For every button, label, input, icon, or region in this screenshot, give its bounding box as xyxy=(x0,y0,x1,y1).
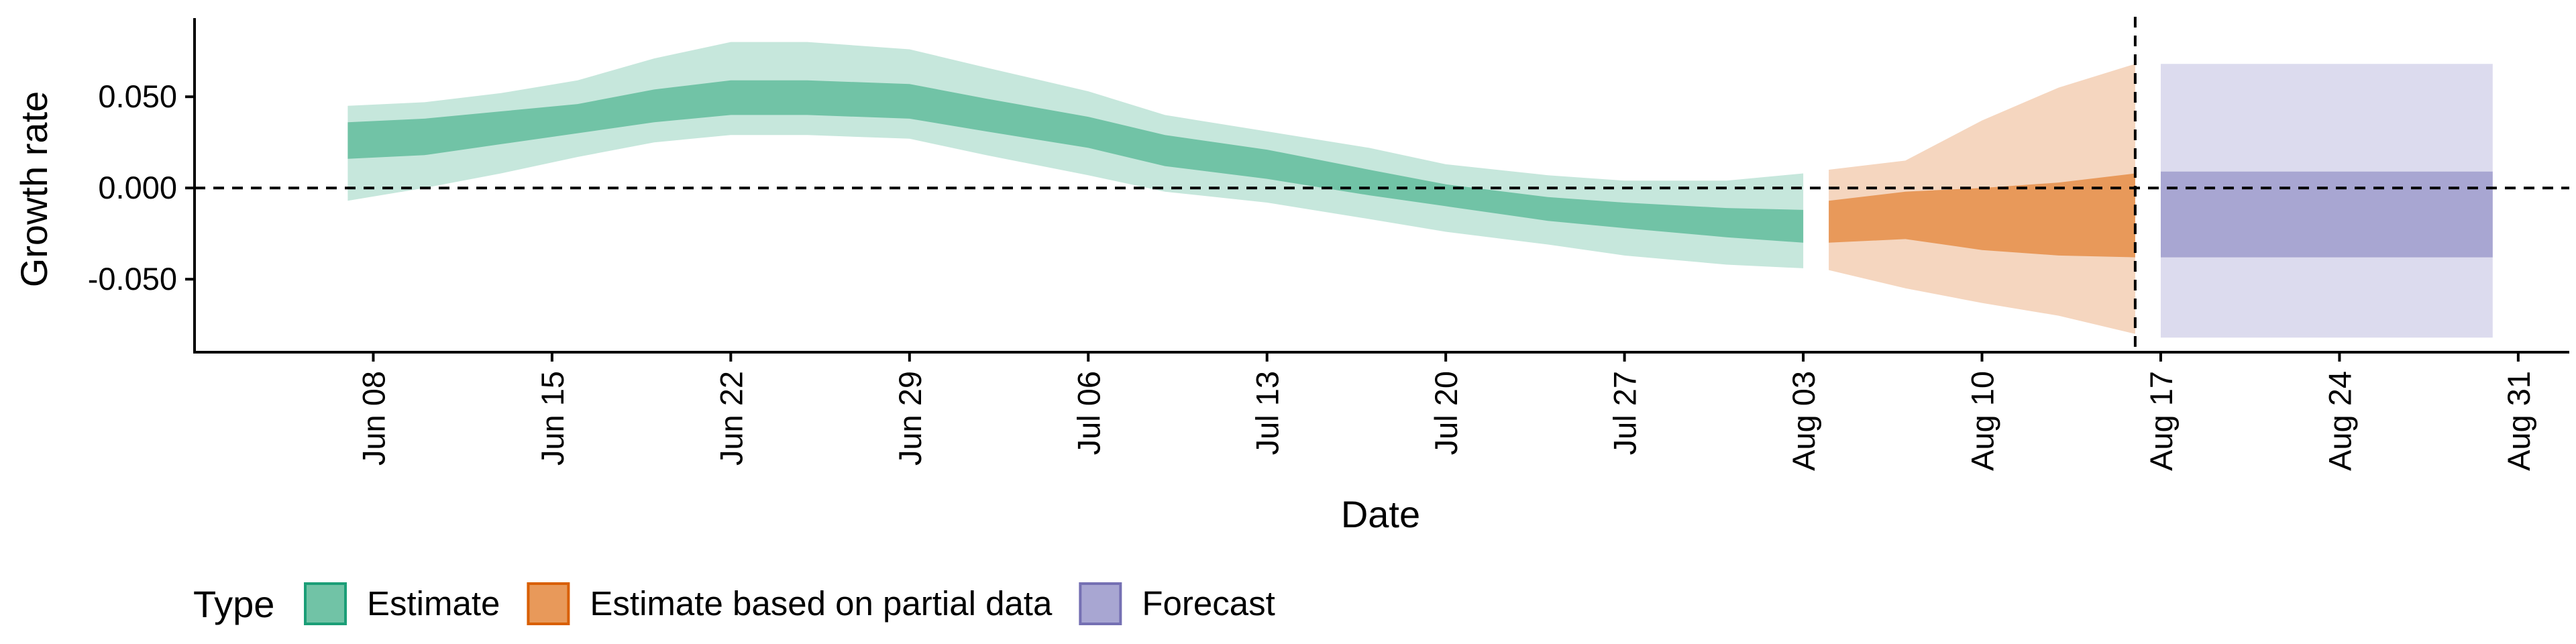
x-tick-label: Jul 20 xyxy=(1428,371,1464,455)
x-axis-title: Date xyxy=(1341,493,1420,535)
x-tick-label: Aug 03 xyxy=(1786,371,1821,471)
legend-label-estimate: Estimate xyxy=(367,584,500,623)
legend-key-estimate-based-on-partial-data xyxy=(527,582,570,625)
legend-key-estimate xyxy=(304,582,347,625)
x-tick-label: Jun 15 xyxy=(535,371,570,466)
x-tick-label: Jun 29 xyxy=(892,371,928,466)
forecast-50-band xyxy=(2161,171,2493,258)
legend: Type Estimate Estimate based on partial d… xyxy=(193,582,1275,625)
y-tick-label: -0.050 xyxy=(88,261,177,297)
x-tick-label: Jun 08 xyxy=(356,371,392,466)
legend-items: Estimate Estimate based on partial data Fo… xyxy=(304,582,1275,625)
x-tick-label: Jun 22 xyxy=(713,371,749,466)
estimate-50-band xyxy=(347,80,1804,243)
x-tick-label: Aug 31 xyxy=(2501,371,2536,471)
x-tick-label: Jul 06 xyxy=(1071,371,1106,455)
estimate-90-band xyxy=(347,42,1804,268)
x-tick-label: Jul 27 xyxy=(1607,371,1643,455)
y-axis-title: Growth rate xyxy=(13,91,55,288)
x-tick-label: Aug 17 xyxy=(2143,371,2179,471)
y-tick-label: 0.050 xyxy=(98,78,177,114)
estimate-based-on-partial-data-50-band xyxy=(1829,173,2135,258)
x-tick-label: Aug 24 xyxy=(2322,371,2357,471)
legend-key-forecast xyxy=(1079,582,1122,625)
axes: 0.050 0.000 -0.050 Jun 08 Jun 15 Jun 22 Jun 29… xyxy=(88,18,2569,471)
y-tick-label: 0.000 xyxy=(98,170,177,205)
reference-lines xyxy=(195,17,2569,352)
legend-label-forecast: Forecast xyxy=(1142,584,1275,623)
x-tick-label: Aug 10 xyxy=(1965,371,2000,471)
legend-label-estimate-based-on-partial-data: Estimate based on partial data xyxy=(590,584,1053,623)
series-bands xyxy=(347,42,2493,338)
legend-title: Type xyxy=(193,583,274,625)
x-tick-label: Jul 13 xyxy=(1250,371,1285,455)
